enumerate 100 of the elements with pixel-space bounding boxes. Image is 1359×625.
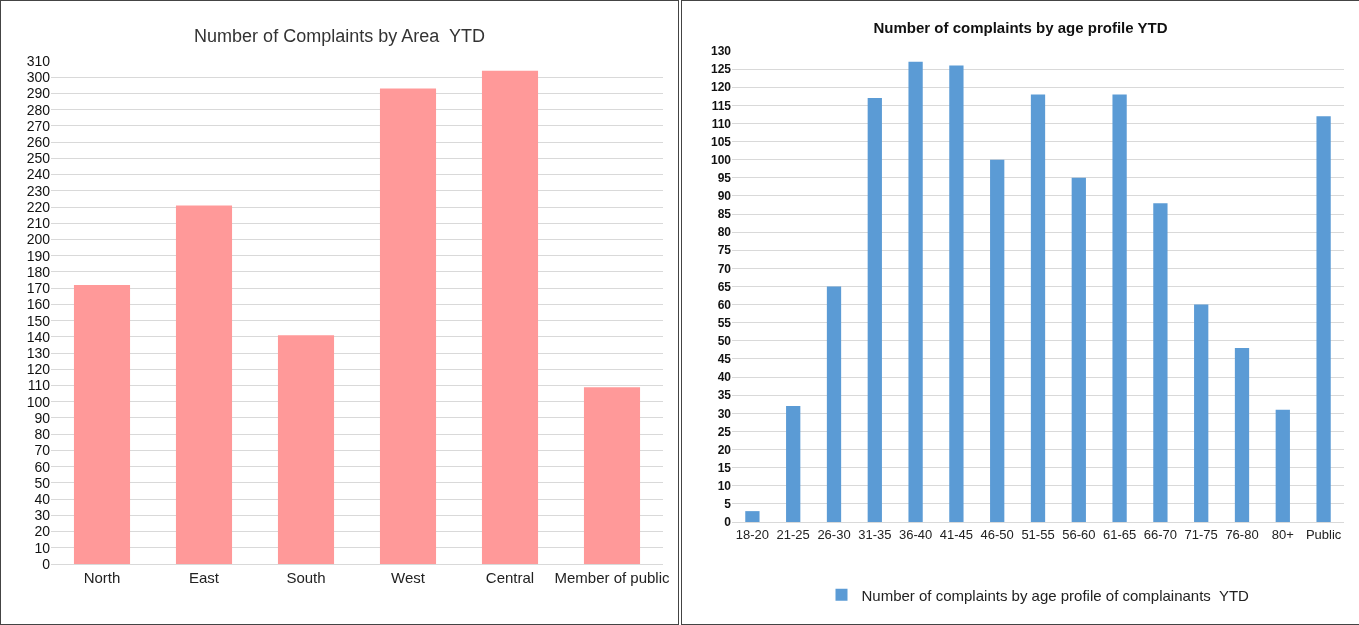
x-tick-label: 56-60 [1062,526,1096,542]
y-tick-label: 40 [717,370,732,385]
y-tick-label: 50 [34,474,51,491]
legend-label: Number of complaints by age profile of complainants YTD [861,586,1250,604]
x-tick-label: 41-45 [939,526,974,542]
bar [379,88,437,564]
y-tick-label: 25 [717,424,732,439]
y-tick-label: 210 [26,215,51,232]
y-tick-label: 50 [717,334,732,349]
y-tick-label: 75 [717,243,732,258]
bar [73,284,131,564]
y-tick-label: 40 [34,491,51,507]
x-tick-label: 31-35 [858,526,892,542]
y-tick-label: 170 [26,280,51,297]
y-tick-label: 200 [26,231,51,248]
y-tick-label: 150 [26,312,51,329]
y-tick-label: 10 [34,539,51,556]
y-tick-label: 20 [717,442,732,457]
x-tick-label: North [83,569,121,586]
y-tick-label: 70 [34,442,51,459]
bar [1194,304,1209,522]
y-tick-label: 130 [26,344,51,361]
x-tick-label: 51-55 [1021,526,1055,542]
bar [908,61,923,522]
y-tick-label: 90 [34,409,51,426]
chart-title: Number of complaints by age profile YTD [873,19,1168,37]
y-tick-label: 90 [717,189,732,204]
y-tick-label: 125 [710,62,732,77]
bar [175,205,233,564]
bar [990,159,1005,522]
bar [826,286,842,522]
y-tick-label: 300 [26,69,51,86]
x-tick-label: 76-80 [1225,526,1259,542]
x-tick-label: East [188,569,220,586]
y-tick-label: 80 [717,225,732,240]
y-tick-label: 60 [717,297,732,312]
y-tick-label: 240 [26,166,51,183]
y-tick-label: 310 [26,52,51,69]
bar [1030,94,1046,522]
x-tick-label: 26-30 [817,526,851,542]
y-tick-label: 130 [710,44,732,59]
y-tick-label: 160 [26,296,51,313]
bar [481,70,539,564]
chart-title: Number of Complaints by Area YTD [194,25,485,46]
y-tick-label: 10 [717,478,732,493]
x-tick-label: West [391,569,426,586]
y-tick-label: 250 [26,150,51,167]
x-tick-label: 36-40 [898,526,933,542]
y-tick-label: 45 [717,352,732,367]
x-tick-label: Member of public [554,569,671,586]
x-tick-label: South [286,569,326,586]
y-tick-label: 260 [26,134,51,151]
y-tick-label: 100 [26,393,51,410]
y-tick-label: 60 [34,458,51,475]
y-tick-label: 270 [26,117,51,134]
y-tick-label: 30 [717,406,732,421]
bar [1275,409,1290,522]
x-tick-label: 71-75 [1184,526,1218,542]
y-tick-label: 280 [26,101,51,118]
y-tick-label: 120 [26,361,51,378]
y-tick-label: 0 [724,515,732,530]
y-tick-label: 220 [26,198,51,215]
x-tick-label: 66-70 [1143,526,1178,542]
y-tick-label: 35 [717,388,732,403]
x-tick-label: 46-50 [980,526,1014,542]
bar [1316,116,1331,522]
y-tick-label: 0 [42,555,51,572]
y-tick-label: 230 [26,182,51,199]
y-tick-label: 110 [27,377,51,394]
bar [745,511,760,522]
bar [949,65,964,522]
x-tick-label: Public [1305,526,1342,542]
bar [786,406,801,522]
x-tick-label: Central [485,569,535,586]
y-tick-label: 190 [26,247,51,264]
y-tick-label: 115 [711,98,732,113]
x-tick-label: 21-25 [776,526,810,542]
x-tick-label: 80+ [1271,526,1294,542]
y-tick-label: 180 [26,263,51,280]
y-tick-label: 5 [724,497,732,512]
y-tick-label: 55 [717,315,732,330]
y-tick-label: 65 [717,279,732,294]
bar [1234,348,1250,522]
y-tick-label: 15 [717,460,732,475]
y-tick-label: 20 [34,523,51,540]
x-tick-label: 18-20 [735,526,770,542]
bar [583,387,641,564]
y-tick-label: 30 [34,507,51,524]
y-tick-label: 95 [717,171,732,186]
bar [277,335,335,564]
y-tick-label: 290 [26,85,51,102]
bar [1153,203,1168,522]
bar [1112,94,1127,522]
bar [867,98,882,522]
y-tick-label: 100 [710,152,732,167]
y-tick-label: 80 [34,426,51,443]
bar [1071,177,1086,522]
y-tick-label: 120 [710,80,732,95]
y-tick-label: 70 [717,261,732,276]
y-tick-label: 110 [711,116,732,131]
